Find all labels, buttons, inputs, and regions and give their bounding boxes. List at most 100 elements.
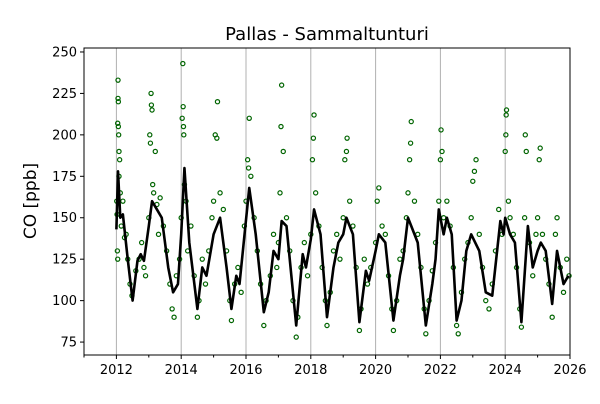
data-point [194,314,201,320]
data-point [238,289,244,296]
data-point [248,173,254,180]
data-point [423,331,429,337]
data-point [379,223,385,229]
data-point [503,112,509,118]
data-point [439,148,445,155]
data-point [148,90,154,97]
data-point [470,178,476,184]
data-point [405,190,411,196]
data-point [309,157,316,163]
data-point [503,132,509,138]
data-point [406,157,413,163]
data-point [149,181,156,188]
data-point [312,190,319,196]
data-point [468,215,474,221]
data-point [114,248,121,254]
y-tick-label: 200 [52,128,77,143]
data-point [116,148,122,155]
data-point [116,157,123,163]
data-point [382,231,389,238]
data-point [214,135,220,141]
data-point [530,273,536,279]
data-point [407,140,414,146]
data-point [217,190,223,196]
x-tick-label: 2016 [229,363,262,378]
data-point [293,334,299,340]
data-point [280,148,286,155]
x-tick-label: 2014 [165,363,198,378]
data-point [244,157,251,163]
y-tick-label: 225 [52,87,77,102]
data-point [337,256,343,262]
data-point [115,77,121,83]
data-point [361,256,367,262]
data-point [141,264,147,271]
data-point [228,317,235,324]
data-point [171,314,177,320]
data-point [274,264,280,271]
data-point [346,198,353,204]
data-point [270,231,277,238]
data-point [560,289,567,296]
data-point [552,231,559,238]
data-point [411,198,418,204]
y-tick-label: 250 [52,45,77,60]
data-point [142,273,149,279]
data-point [246,115,252,121]
data-point [534,215,541,221]
data-point [155,231,162,238]
data-point [437,157,444,163]
data-point [115,99,122,105]
data-point [147,140,154,146]
data-point [343,148,350,155]
data-point [138,239,145,246]
data-point [324,322,330,329]
data-point [304,273,311,279]
data-point [210,198,217,204]
data-point [245,165,252,171]
x-tick-label: 2020 [359,363,392,378]
data-point [342,157,348,163]
y-tick-label: 125 [52,253,77,268]
data-point [518,324,525,330]
data-point [180,60,186,67]
data-point [455,331,461,337]
data-point [476,231,482,238]
data-point [283,215,290,221]
data-point [374,198,380,204]
data-point [202,281,209,287]
data-point [444,198,450,204]
data-point [533,231,539,238]
data-point [115,123,122,130]
data-point [179,115,185,121]
data-point [180,123,187,130]
data-point [549,314,555,320]
data-point [278,123,284,130]
y-tick-label: 100 [52,294,77,309]
data-point [199,256,205,262]
data-point [483,297,489,304]
data-point [277,190,283,196]
x-tick-label: 2024 [489,363,522,378]
y-axis-label: CO [ppb] [21,163,41,239]
data-point [181,132,187,138]
x-tick-label: 2012 [100,363,133,378]
data-point [564,256,570,262]
data-point [537,145,543,151]
data-point [390,327,397,334]
data-point [115,95,121,102]
data-point [496,206,502,213]
data-point [471,168,478,175]
data-point [114,256,121,262]
data-point [522,132,528,138]
data-point [157,195,163,201]
data-point [486,306,492,312]
x-tick-label: 2026 [553,363,586,378]
data-point [554,215,560,221]
data-point [473,157,479,163]
data-point [376,185,382,191]
data-point [356,327,363,334]
data-point [150,190,157,196]
